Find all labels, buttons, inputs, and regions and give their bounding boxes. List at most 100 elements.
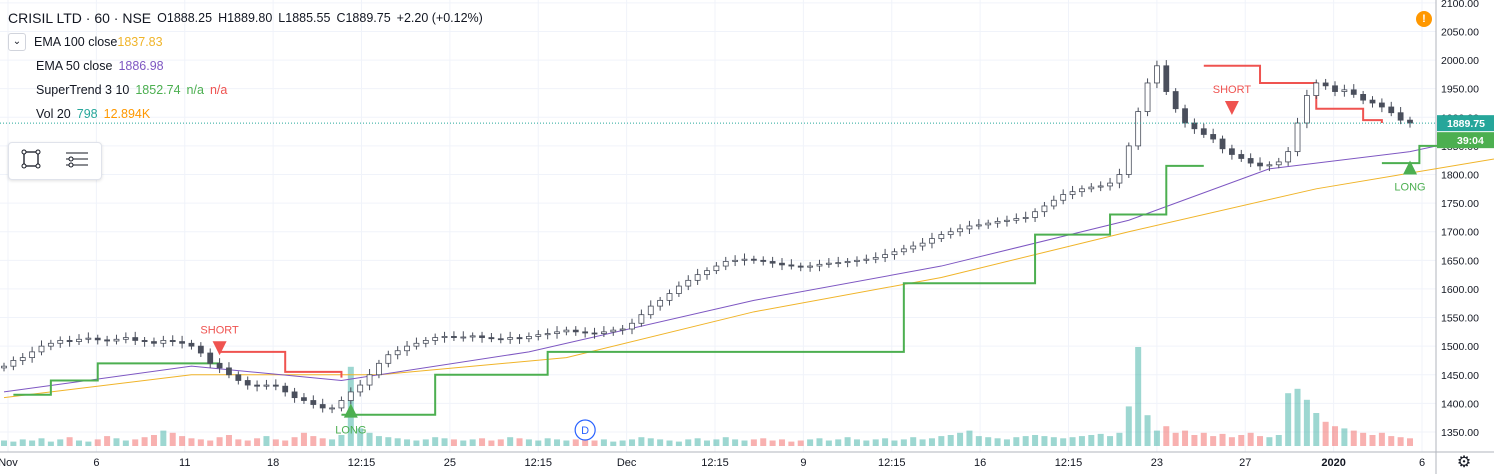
volume-bar [225, 435, 232, 446]
candle-body [254, 384, 260, 387]
volume-bar [1275, 435, 1282, 446]
candle-body [704, 270, 710, 276]
volume-bar [994, 438, 1001, 446]
candle-body [544, 333, 551, 336]
volume-bar [1332, 426, 1339, 446]
long-signal-label: LONG [1394, 182, 1425, 194]
volume-bar [160, 430, 167, 446]
select-area-icon[interactable] [20, 148, 42, 175]
y-axis-tick-label: 1450.00 [1441, 370, 1479, 382]
volume-bar [1135, 347, 1142, 446]
volume-bar [1266, 437, 1273, 446]
dividend-marker[interactable] [574, 419, 596, 441]
volume-bar [441, 438, 448, 446]
candle-body [1257, 162, 1263, 167]
candle-body [38, 345, 45, 353]
symbol-title[interactable]: CRISIL LTD · 60 · NSE [8, 10, 152, 26]
volume-bar [310, 436, 317, 446]
indicator-row-volume[interactable]: Vol 20 798 12.894K [8, 102, 489, 126]
x-axis-tick-label: 9 [800, 457, 806, 469]
candle-body [1069, 191, 1076, 195]
volume-bar [966, 430, 973, 446]
volume-bar [835, 439, 842, 446]
indicator-row-ema50[interactable]: EMA 50 close 1886.98 [8, 54, 489, 78]
candle-body [1125, 145, 1132, 175]
x-axis-tick-label: 25 [444, 457, 456, 469]
volume-bar [113, 438, 120, 446]
volume-bar [422, 439, 429, 446]
candle-body [226, 367, 232, 376]
volume-bar [638, 437, 645, 446]
warning-icon[interactable]: ! [1416, 11, 1432, 27]
candle-body [301, 397, 307, 401]
volume-bar [1341, 428, 1348, 446]
volume-bar [525, 439, 532, 446]
volume-bar [85, 441, 92, 446]
volume-bar [544, 438, 551, 446]
candle-body [188, 342, 195, 347]
candle-body [1332, 85, 1338, 92]
volume-bar [291, 437, 298, 446]
candle-body [666, 293, 673, 301]
indicator-row-ema100[interactable]: ⌄ EMA 100 close 1837.83 [8, 30, 489, 54]
candle-body [1116, 174, 1123, 184]
candle-body [235, 374, 242, 381]
low-value: L1885.55 [278, 11, 331, 25]
volume-bar [1107, 436, 1114, 446]
volume-bar [141, 437, 148, 446]
volume-bar [394, 438, 401, 446]
indicator-value: 1886.98 [118, 59, 164, 73]
candle-body [629, 322, 635, 330]
volume-bar [263, 436, 270, 446]
y-axis-tick-label: 2000.00 [1441, 55, 1479, 67]
volume-bar [1303, 399, 1310, 446]
volume-bar [1210, 436, 1217, 446]
object-tree-icon[interactable] [64, 148, 90, 175]
candle-body [947, 231, 954, 235]
volume-bar [985, 437, 992, 446]
candle-body [1238, 154, 1245, 159]
candle-body [10, 360, 17, 367]
candle-body [1041, 205, 1048, 213]
short-signal-label: SHORT [200, 324, 239, 336]
indicator-name: EMA 50 close [36, 59, 113, 73]
volume-bar [104, 436, 111, 446]
y-axis-tick-label: 1800.00 [1441, 170, 1479, 182]
candle-body [900, 248, 907, 253]
volume-bar [375, 436, 382, 446]
volume-bar [1078, 436, 1085, 446]
candle-body [619, 328, 626, 331]
dividend-marker-label: D [581, 425, 589, 437]
x-axis-tick-label: 2020 [1321, 457, 1345, 469]
volume-bar [863, 440, 870, 446]
volume-bar [460, 440, 467, 446]
candle-body [488, 337, 495, 340]
candle-body [394, 350, 401, 356]
gear-icon[interactable]: ⚙ [1456, 454, 1472, 471]
volume-bar [179, 436, 186, 446]
volume-bar [235, 439, 242, 446]
candle-body [1154, 65, 1160, 84]
candle-body [1360, 94, 1367, 101]
candle-body [1079, 188, 1085, 193]
volume-bar [300, 432, 307, 446]
indicator-name: Vol 20 [36, 107, 71, 121]
y-axis-tick-label: 1350.00 [1441, 427, 1479, 439]
candle-body [1341, 89, 1348, 92]
candle-body [85, 337, 92, 340]
candle-body [788, 264, 795, 267]
candle-body [535, 334, 542, 337]
candle-body [966, 225, 973, 230]
candle-body [169, 340, 176, 342]
volume-bar [282, 440, 289, 446]
candle-body [779, 262, 785, 266]
collapse-legend-icon[interactable]: ⌄ [8, 33, 26, 51]
candle-body [732, 259, 739, 262]
indicator-row-supertrend[interactable]: SuperTrend 3 10 1852.74 n/a n/a [8, 78, 489, 102]
candle-body [685, 279, 692, 287]
volume-bar [778, 439, 785, 446]
candle-body [769, 261, 776, 264]
candle-body [413, 342, 420, 347]
candle-body [835, 262, 842, 265]
